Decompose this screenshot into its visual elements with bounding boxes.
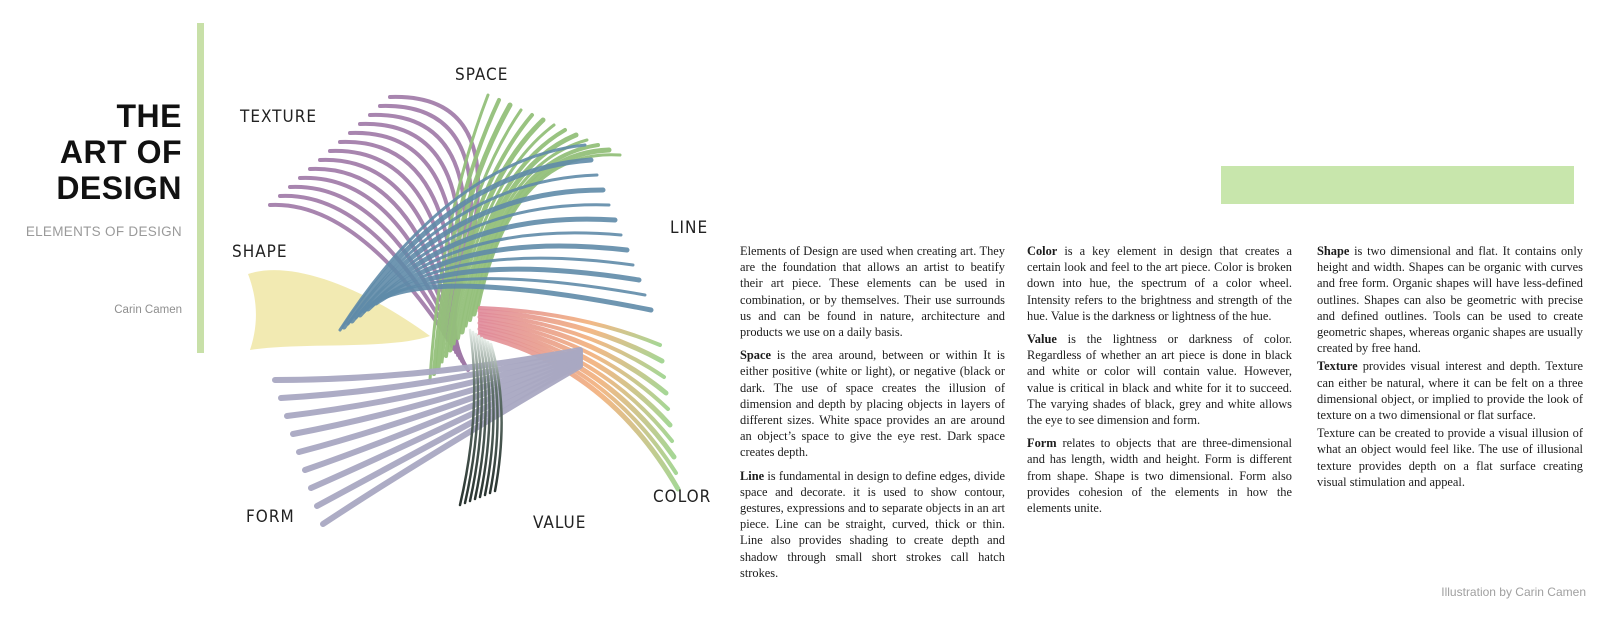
value-stroke: [468, 332, 484, 503]
text-column-2: Color is a key element in design that cr…: [1027, 243, 1292, 523]
color-stroke: [478, 306, 662, 347]
form-stroke: [296, 355, 583, 455]
term-shape: Shape: [1317, 244, 1350, 258]
horizontal-accent-bar: [1221, 166, 1574, 204]
term-texture: Texture: [1317, 359, 1358, 374]
form-text: relates to objects that are three-dimens…: [1027, 436, 1292, 516]
form-strokes: [272, 347, 583, 527]
color-stroke: [477, 326, 677, 460]
color-stroke: [478, 312, 666, 379]
paragraph-texture: Texture provides visual interest and dep…: [1317, 358, 1583, 423]
label-texture: TEXTURE: [239, 107, 317, 127]
color-stroke: [477, 308, 665, 364]
author-name: Carin Camen: [114, 304, 182, 316]
paragraph-texture-2: Texture can be created to provide a visu…: [1317, 425, 1583, 490]
color-stroke: [477, 332, 681, 492]
form-stroke: [284, 351, 583, 419]
label-form: FORM: [246, 507, 295, 527]
space-stroke: [459, 132, 579, 335]
color-text: is a key element in design that creates …: [1027, 244, 1292, 323]
texture-text-2: Texture can be created to provide a visu…: [1317, 426, 1583, 489]
subtitle: ELEMENTS OF DESIGN: [25, 224, 182, 239]
term-line: Line: [740, 468, 765, 483]
form-stroke: [272, 347, 583, 383]
title-block: THE ART OF DESIGN ELEMENTS OF DESIGN: [0, 98, 182, 239]
value-strokes: [458, 328, 503, 507]
text-column-1: Elements of Design are used when creatin…: [740, 243, 1005, 588]
label-value: VALUE: [533, 513, 586, 533]
value-stroke: [486, 340, 499, 495]
paragraph-intro: Elements of Design are used when creatin…: [740, 243, 1005, 340]
paragraph-line: Line is fundamental in design to define …: [740, 468, 1005, 581]
form-stroke: [302, 357, 583, 473]
vertical-accent-bar: [197, 23, 204, 353]
label-line: LINE: [670, 218, 708, 238]
line-stroke: [365, 243, 630, 312]
shape-strokes: [248, 270, 430, 350]
intro-text: Elements of Design are used when creatin…: [740, 244, 1005, 340]
line-stroke: [349, 187, 606, 324]
paragraph-color: Color is a key element in design that cr…: [1027, 243, 1292, 324]
label-space: SPACE: [455, 65, 508, 85]
color-stroke: [477, 314, 669, 396]
form-stroke: [278, 349, 583, 401]
title-line-2: ART OF: [59, 134, 182, 170]
line-stroke: [338, 143, 587, 332]
paragraph-shape: Shape is two dimensional and flat. It co…: [1317, 243, 1583, 356]
value-stroke: [473, 334, 487, 501]
elements-illustration: SPACE TEXTURE LINE SHAPE FORM VALUE COLO…: [232, 65, 711, 533]
value-stroke: [478, 336, 491, 499]
term-color: Color: [1027, 244, 1058, 258]
value-stroke: [483, 338, 495, 497]
form-stroke: [290, 353, 583, 437]
value-stroke: [458, 328, 476, 507]
texture-text: provides visual interest and depth. Text…: [1317, 359, 1583, 423]
value-stroke: [463, 330, 480, 505]
space-stroke: [471, 147, 612, 317]
color-stroke: [477, 320, 673, 428]
line-strokes: [338, 143, 654, 332]
line-stroke: [357, 216, 618, 318]
form-stroke: [314, 361, 583, 509]
paragraph-value: Value is the lightness or darkness of co…: [1027, 331, 1292, 428]
shape-ribbon: [248, 270, 430, 350]
space-text: is the area around, between or within It…: [740, 348, 1005, 460]
term-form: Form: [1027, 436, 1057, 451]
label-color: COLOR: [653, 487, 711, 507]
title-line-3: DESIGN: [56, 170, 182, 206]
text-column-3: Shape is two dimensional and flat. It co…: [1317, 243, 1583, 497]
line-stroke: [341, 157, 594, 330]
line-text: is fundamental in design to define edges…: [740, 468, 1005, 580]
title-line-1: THE: [116, 98, 182, 134]
color-stroke: [478, 324, 674, 443]
paragraph-space: Space is the area around, between or wit…: [740, 347, 1005, 460]
term-value: Value: [1027, 332, 1057, 347]
label-shape: SHAPE: [232, 242, 288, 262]
illustration-credit: Illustration by Carin Camen: [1441, 585, 1586, 599]
space-stroke: [468, 143, 600, 322]
form-stroke: [320, 363, 583, 527]
form-stroke: [308, 359, 583, 491]
line-stroke: [381, 283, 654, 313]
color-strokes: [477, 306, 681, 492]
value-stroke: [489, 342, 503, 493]
shape-text: is two dimensional and flat. It contains…: [1317, 244, 1583, 356]
paragraph-form: Form relates to objects that are three-d…: [1027, 435, 1292, 516]
color-stroke: [478, 330, 678, 475]
value-text: is the lightness or darkness of color. R…: [1027, 332, 1292, 428]
term-space: Space: [740, 348, 771, 363]
